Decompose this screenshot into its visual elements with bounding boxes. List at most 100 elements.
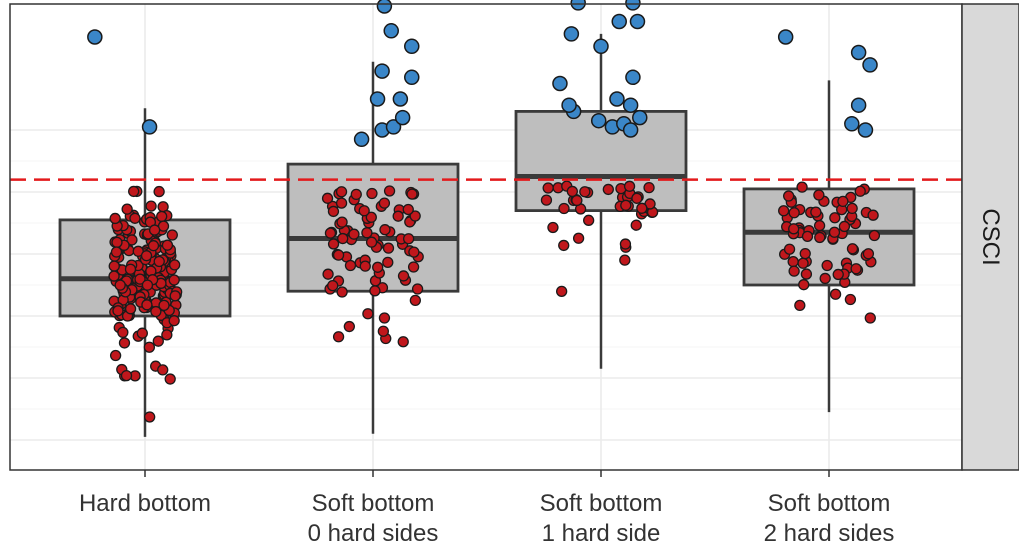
- point-below-69: [153, 185, 165, 198]
- point-above-2: [552, 75, 568, 92]
- point-below-6: [787, 255, 799, 268]
- point-below-149: [156, 210, 168, 223]
- x-tick-label-line-1: 1 hard side: [542, 520, 661, 547]
- point-below-54: [864, 312, 876, 324]
- point-below-11: [623, 180, 636, 192]
- point-below-56: [778, 205, 790, 217]
- box-group-2: [514, 33, 688, 369]
- point-below-45: [327, 205, 340, 218]
- point-below-21: [828, 226, 841, 238]
- point-below-68: [846, 202, 858, 215]
- point-above-1: [850, 44, 867, 61]
- point-below-51: [798, 279, 810, 291]
- point-below-19: [383, 185, 396, 197]
- above-points-group-1: [353, 0, 420, 148]
- point-above-2: [385, 119, 402, 135]
- point-below-3: [382, 242, 395, 254]
- point-below-33: [344, 259, 357, 272]
- point-above-4: [857, 122, 874, 138]
- x-axis: Hard bottom Soft bottom 0 hard sides Soft b…: [79, 470, 894, 547]
- point-below-175: [164, 373, 176, 385]
- point-below-182: [136, 327, 148, 339]
- point-below-68: [359, 260, 371, 272]
- point-above-9: [383, 23, 399, 39]
- x-tick-label-line-1: 2 hard sides: [764, 520, 895, 547]
- point-below-39: [636, 202, 648, 214]
- point-below-47: [814, 231, 826, 244]
- point-above-0: [87, 29, 103, 45]
- point-above-0: [777, 29, 794, 45]
- point-below-194: [108, 270, 120, 282]
- point-below-76: [337, 232, 349, 245]
- point-below-72: [397, 270, 410, 282]
- point-below-23: [332, 249, 345, 261]
- point-below-58: [829, 212, 841, 224]
- point-below-25: [579, 186, 591, 198]
- point-below-74: [402, 233, 415, 245]
- point-below-168: [109, 212, 121, 225]
- point-below-184: [168, 315, 180, 327]
- point-below-193: [124, 303, 137, 315]
- facet-strip: [961, 3, 1019, 471]
- point-below-44: [794, 299, 806, 312]
- point-below-48: [366, 187, 378, 200]
- point-below-76: [143, 341, 156, 353]
- point-above-13: [611, 13, 627, 30]
- x-tick-label-line-1: 0 hard sides: [308, 520, 439, 547]
- above-points-group-0: [87, 29, 158, 135]
- point-below-35: [572, 232, 585, 244]
- point-below-70: [378, 312, 391, 324]
- point-below-74: [121, 203, 133, 215]
- point-below-58: [332, 331, 345, 343]
- box: [286, 162, 460, 293]
- point-below-209: [110, 246, 123, 258]
- x-tick-label-line-0: Soft bottom: [768, 490, 891, 517]
- point-below-71: [411, 283, 424, 295]
- point-above-0: [563, 26, 580, 42]
- point-below-203: [141, 279, 154, 291]
- point-below-174: [158, 299, 170, 311]
- point-below-43: [350, 188, 362, 201]
- point-above-11: [609, 91, 625, 107]
- below-points-group-3: [778, 181, 881, 324]
- x-tick-label-2: Soft bottom 1 hard side: [540, 490, 663, 547]
- point-below-159: [112, 305, 124, 317]
- x-tick-label-0: Hard bottom: [79, 490, 211, 517]
- point-below-36: [854, 185, 866, 197]
- point-below-30: [620, 199, 632, 211]
- point-below-77: [321, 192, 334, 204]
- point-below-3: [542, 182, 554, 194]
- point-below-166: [161, 329, 173, 341]
- point-above-0: [353, 131, 370, 148]
- point-below-24: [152, 335, 164, 347]
- point-below-66: [336, 216, 348, 228]
- point-below-69: [358, 205, 370, 217]
- point-below-41: [846, 243, 859, 255]
- point-below-59: [799, 247, 811, 260]
- point-above-10: [376, 0, 393, 14]
- point-below-17: [821, 259, 833, 272]
- point-below-55: [783, 243, 796, 255]
- point-below-189: [118, 337, 131, 349]
- above-points-group-2: [552, 0, 648, 138]
- point-above-2: [862, 57, 878, 73]
- point-below-28: [336, 286, 348, 298]
- point-below-26: [362, 308, 374, 320]
- point-below-150: [109, 349, 122, 362]
- point-below-10: [829, 288, 842, 300]
- point-below-29: [619, 238, 632, 250]
- below-points-group-1: [321, 185, 424, 348]
- point-below-140: [129, 212, 141, 224]
- x-tick-label-line-0: Soft bottom: [312, 490, 435, 517]
- point-below-20: [547, 221, 559, 234]
- point-above-8: [404, 38, 420, 55]
- point-below-33: [558, 239, 570, 252]
- point-above-3: [394, 109, 411, 126]
- point-below-17: [409, 210, 421, 222]
- x-tick-label-line-0: Hard bottom: [79, 490, 211, 517]
- point-below-169: [120, 369, 133, 382]
- point-below-30: [409, 294, 421, 307]
- point-below-179: [150, 305, 162, 318]
- point-above-5: [392, 91, 409, 107]
